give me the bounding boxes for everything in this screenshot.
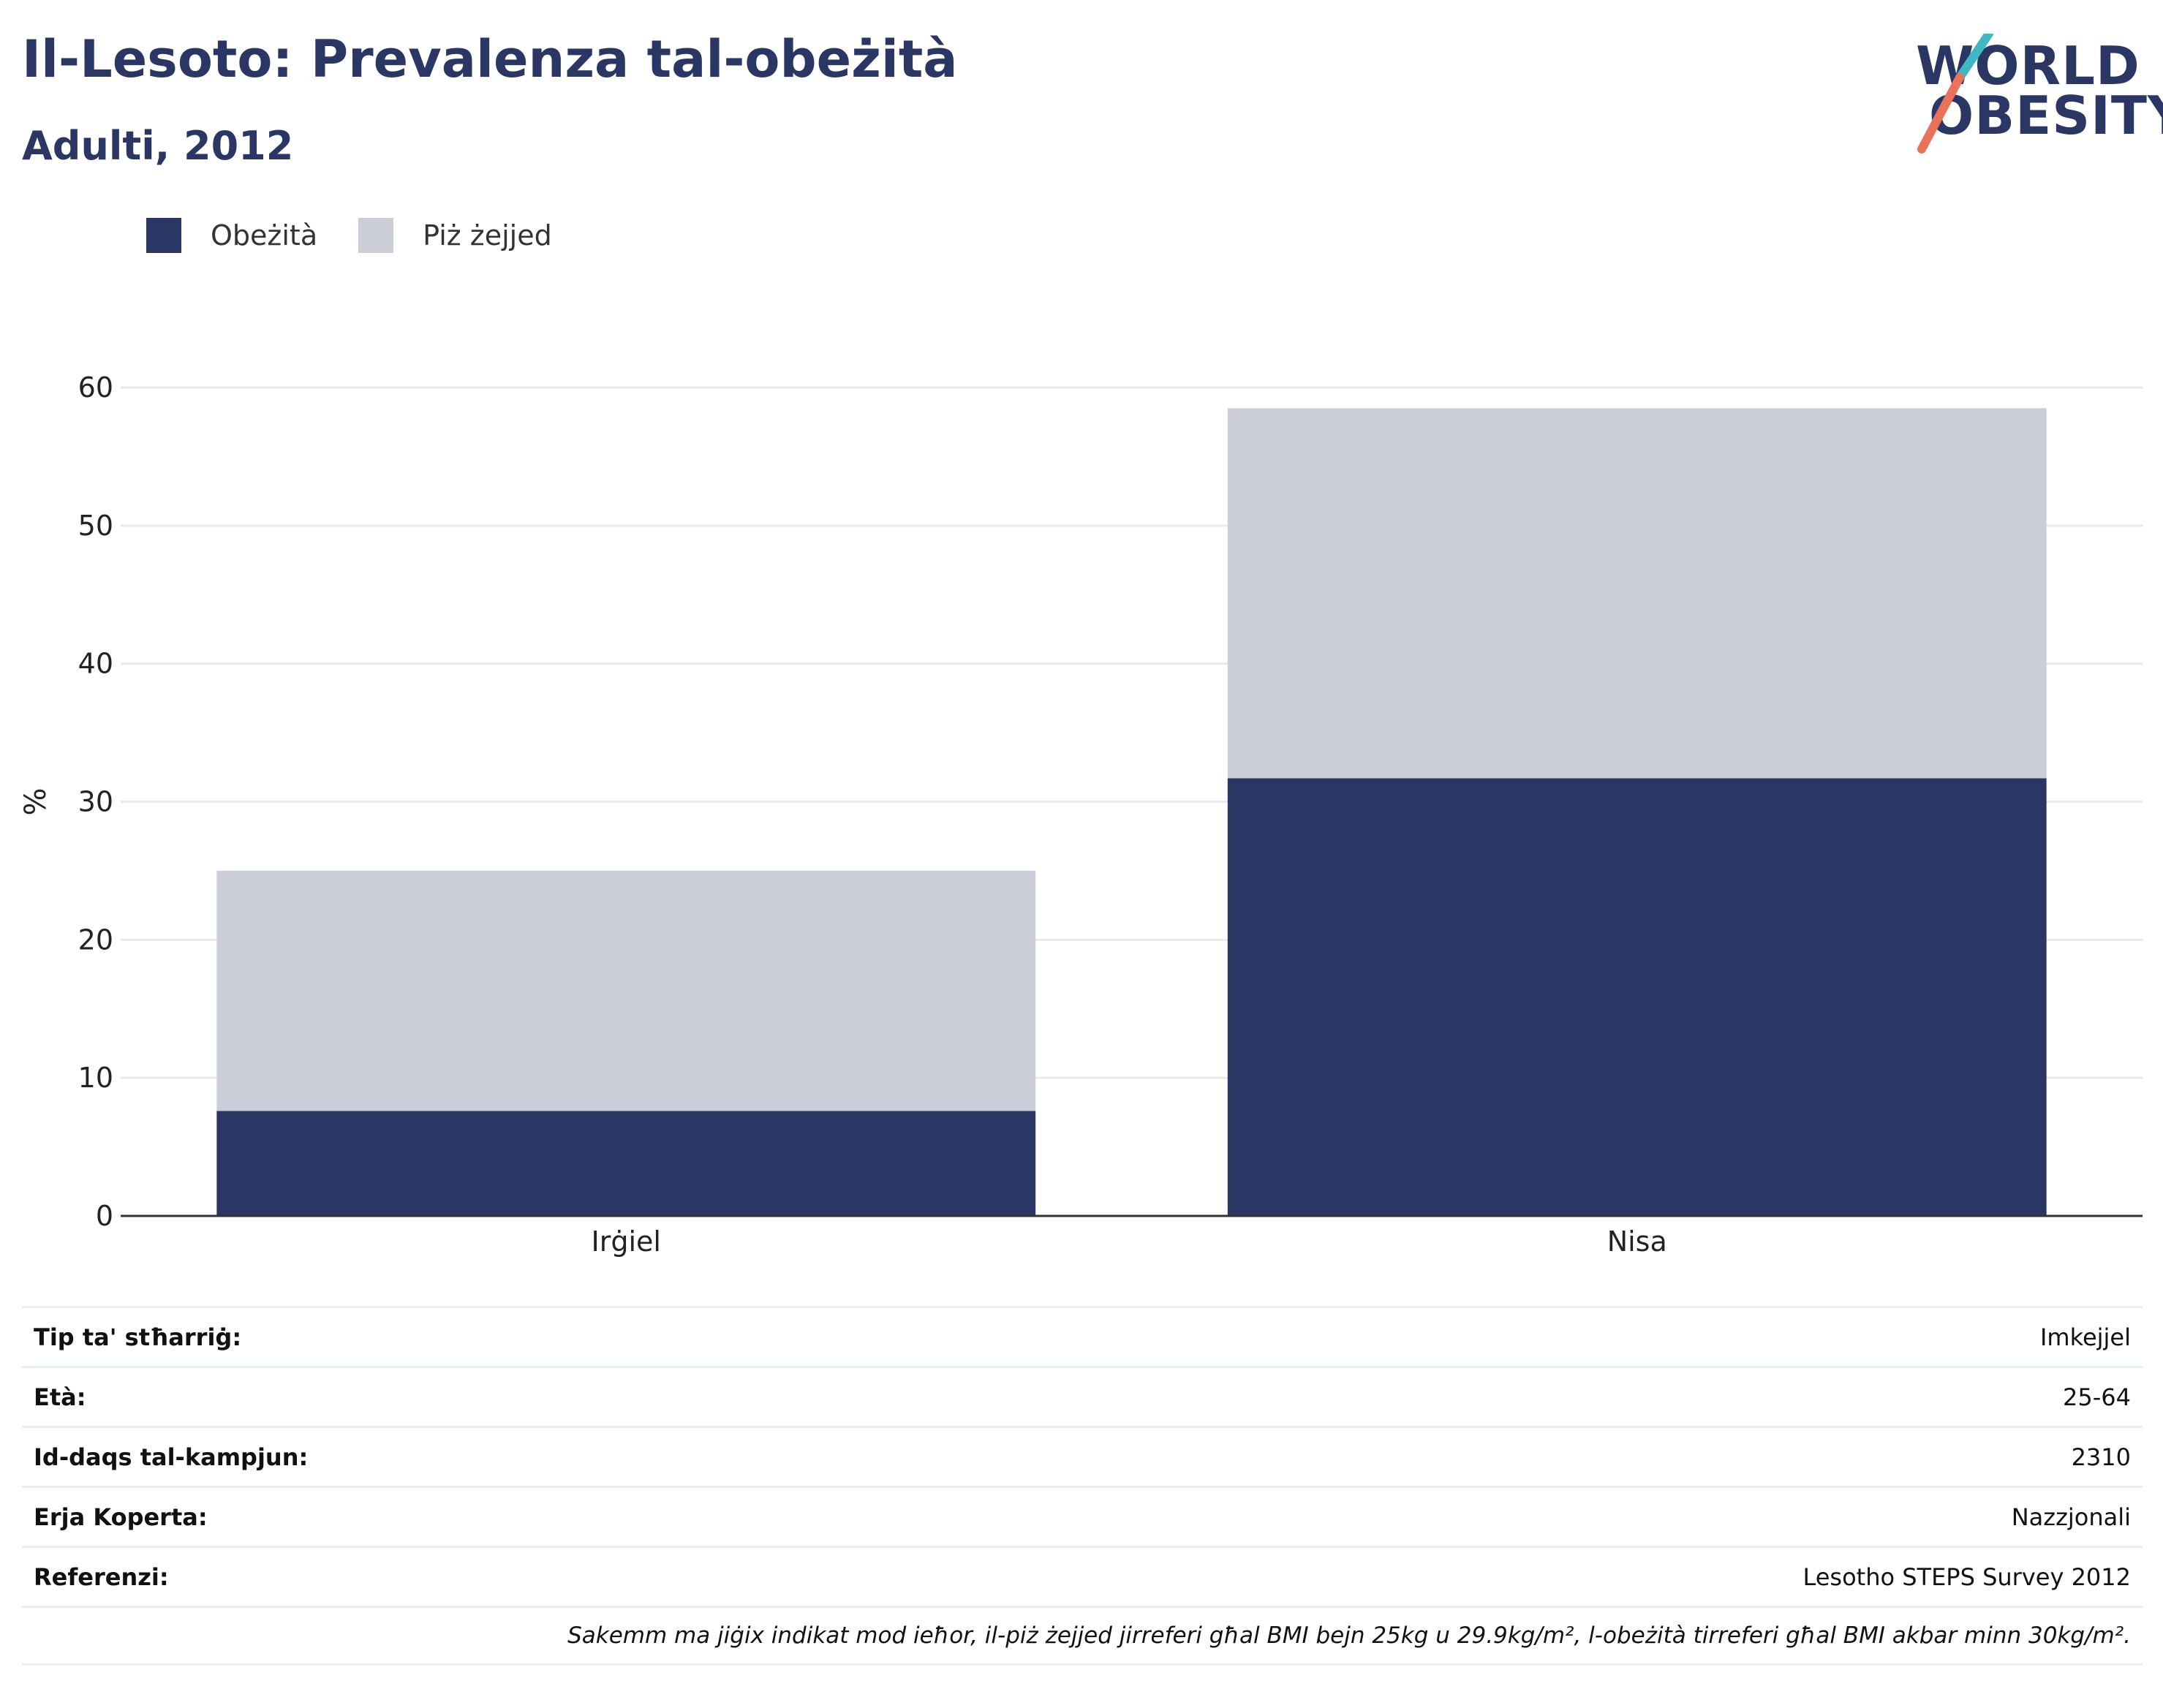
legend-item-obesity: Obeżità <box>146 218 317 253</box>
info-label-sample-size: Id-daqs tal-kampjun: <box>34 1443 309 1471</box>
survey-info-table: Tip ta' stħarriġ: Imkejjel Età: 25-64 Id… <box>22 1306 2143 1666</box>
info-value-sample-size: 2310 <box>2071 1443 2131 1471</box>
info-row-references: Referenzi: Lesotho STEPS Survey 2012 <box>22 1546 2143 1606</box>
y-tick-label: 10 <box>78 1062 113 1094</box>
bar-overweight <box>216 870 1036 1111</box>
footnote-row: Sakemm ma jiġix indikat mod ieħor, il-pi… <box>22 1606 2143 1666</box>
info-value-survey-type: Imkejjel <box>2039 1323 2131 1351</box>
chart-subtitle: Adulti, 2012 <box>22 123 294 169</box>
chart-legend: Obeżità Piż żejjed <box>146 218 593 253</box>
x-tick-label: Nisa <box>1607 1225 1667 1258</box>
info-value-area-covered: Nazzjonali <box>2011 1503 2131 1531</box>
info-row-age: Età: 25-64 <box>22 1366 2143 1426</box>
info-value-age: 25-64 <box>2063 1383 2131 1411</box>
legend-label-obesity: Obeżità <box>211 219 318 252</box>
legend-swatch-obesity <box>146 218 181 253</box>
legend-item-overweight: Piż żejjed <box>358 218 552 253</box>
logo-text-obesity: OBESITY <box>1929 85 2163 146</box>
bar-overweight <box>1227 408 2047 779</box>
legend-label-overweight: Piż żejjed <box>423 219 552 252</box>
y-axis-label: % <box>19 787 53 815</box>
info-row-survey-type: Tip ta' stħarriġ: Imkejjel <box>22 1306 2143 1366</box>
logo-slash-icon <box>1917 34 1993 154</box>
bar-obesity <box>216 1111 1036 1216</box>
info-row-area-covered: Erja Koperta: Nazzjonali <box>22 1486 2143 1546</box>
y-tick-label: 20 <box>78 923 113 956</box>
y-tick-label: 40 <box>78 648 113 680</box>
info-label-area-covered: Erja Koperta: <box>34 1503 208 1531</box>
footnote-text: Sakemm ma jiġix indikat mod ieħor, il-pi… <box>567 1622 2131 1649</box>
bar-obesity <box>1227 778 2047 1216</box>
legend-swatch-overweight <box>358 218 394 253</box>
info-row-sample-size: Id-daqs tal-kampjun: 2310 <box>22 1426 2143 1486</box>
info-label-survey-type: Tip ta' stħarriġ: <box>34 1323 242 1351</box>
info-label-age: Età: <box>34 1383 86 1411</box>
info-value-references: Lesotho STEPS Survey 2012 <box>1802 1562 2131 1591</box>
world-obesity-logo: WORLD OBESITY <box>1901 34 2163 158</box>
y-tick-label: 50 <box>78 510 113 542</box>
info-label-references: Referenzi: <box>34 1562 169 1591</box>
chart-title: Il-Lesoto: Prevalenza tal-obeżità <box>22 29 958 89</box>
y-tick-label: 0 <box>96 1200 113 1232</box>
x-tick-label: Irġiel <box>592 1225 661 1258</box>
stacked-bar-chart: 0 10 20 30 40 50 60% Irġiel Nisa <box>19 371 2143 1258</box>
y-tick-label: 30 <box>78 786 113 818</box>
y-tick-label: 60 <box>78 371 113 404</box>
